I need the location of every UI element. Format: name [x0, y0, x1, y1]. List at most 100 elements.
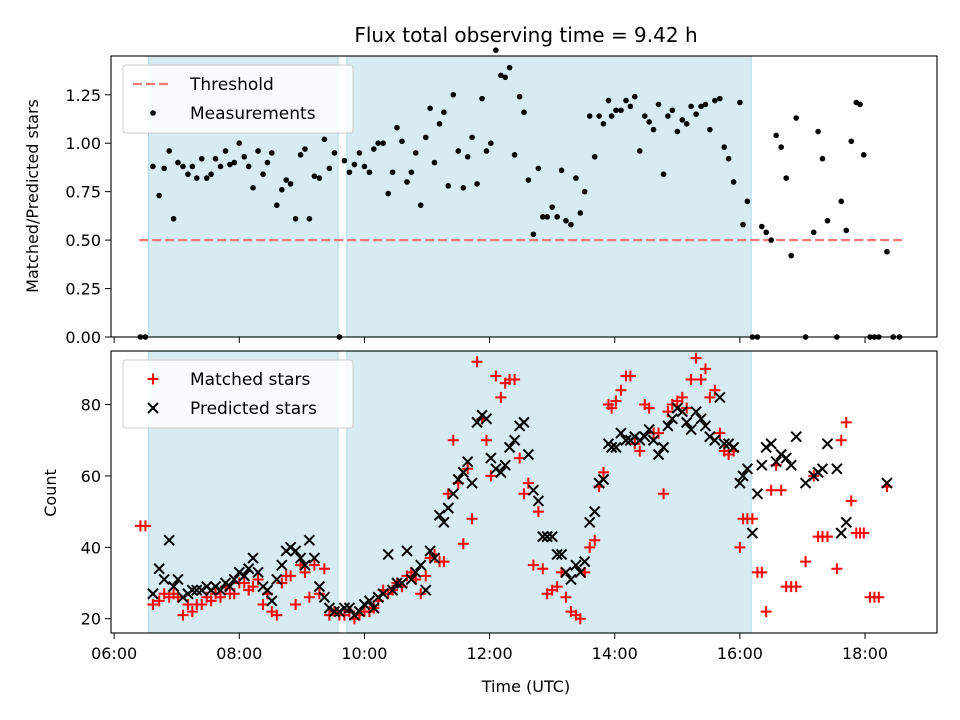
data-point-measurement: [255, 148, 261, 154]
data-point-predicted: [662, 420, 674, 432]
data-point-predicted: [690, 405, 702, 418]
data-point-measurement: [693, 111, 699, 117]
x-tick-label: 18:00: [842, 644, 888, 663]
data-point-predicted: [620, 434, 632, 446]
data-point-measurement: [763, 229, 769, 236]
data-point-predicted: [158, 573, 170, 586]
data-point-predicted: [247, 552, 259, 564]
data-point-matched: [318, 563, 330, 575]
data-point-measurement: [717, 95, 723, 102]
data-point-measurement: [464, 153, 471, 160]
legend-box: [122, 64, 354, 134]
data-point-predicted: [238, 570, 250, 582]
data-point-matched: [624, 370, 636, 382]
data-point-predicted: [368, 602, 380, 614]
data-point-matched: [308, 559, 320, 571]
data-point-predicted: [629, 430, 641, 443]
data-point-matched: [704, 391, 716, 403]
data-point-predicted: [485, 452, 497, 464]
data-point-matched: [775, 484, 787, 496]
data-point-predicted: [386, 584, 399, 596]
data-point-matched: [415, 588, 427, 600]
data-point-predicted: [639, 430, 651, 443]
x-tick-label: 14:00: [592, 644, 638, 663]
data-point-predicted: [271, 573, 283, 586]
data-point-matched: [606, 402, 618, 414]
data-point-predicted: [727, 441, 740, 454]
y-axis-label-ratio: Matched/Predicted stars: [23, 99, 42, 293]
data-point-predicted: [546, 530, 558, 543]
data-point-measurement: [698, 103, 704, 110]
x-tick-label: 16:00: [717, 644, 763, 663]
x-axis-label-time: Time (UTC): [481, 677, 570, 696]
data-point-matched: [695, 374, 707, 386]
y-tick-label: 40: [81, 538, 101, 557]
data-point-predicted: [643, 423, 655, 436]
data-point-predicted: [840, 516, 852, 529]
data-point-predicted: [541, 530, 553, 543]
data-point-predicted: [657, 441, 670, 454]
data-point-measurement: [483, 148, 490, 154]
data-point-predicted: [527, 484, 540, 496]
data-point-matched: [299, 566, 311, 578]
y-axis-label-count: Count: [41, 469, 60, 517]
y-tick-label: 0.00: [65, 328, 101, 347]
data-point-matched: [509, 374, 521, 386]
data-point-predicted: [574, 566, 587, 579]
data-point-predicted: [780, 452, 792, 464]
data-point-predicted: [228, 573, 240, 586]
data-point-measurement: [655, 101, 662, 108]
axes-frame: [110, 55, 938, 338]
data-point-matched: [821, 531, 833, 543]
data-point-predicted: [372, 591, 384, 604]
data-point-matched: [495, 391, 507, 403]
data-point-predicted: [570, 559, 582, 571]
data-point-measurement: [819, 155, 826, 162]
data-point-matched: [610, 395, 622, 407]
data-point-measurement: [702, 101, 709, 108]
data-point-predicted: [480, 413, 493, 425]
data-point-measurement: [469, 134, 475, 141]
data-point-matched: [303, 591, 315, 603]
data-point-measurement: [608, 113, 615, 119]
data-point-measurement: [269, 150, 275, 156]
data-point-measurement: [193, 175, 200, 181]
data-point-measurement: [768, 237, 774, 243]
data-point-matched: [285, 570, 297, 582]
data-point-predicted: [147, 588, 159, 600]
data-point-matched: [139, 520, 151, 532]
data-point-matched: [714, 427, 726, 439]
data-point-matched: [760, 606, 772, 618]
data-point-measurement: [712, 97, 718, 104]
data-point-predicted: [751, 488, 764, 500]
data-point-measurement: [591, 153, 598, 160]
bottom-chart: Count Time (UTC) 20 40 60 80 06:00 08:00 10:00…: [41, 350, 938, 696]
data-point-measurement: [236, 140, 243, 147]
data-point-predicted: [647, 434, 660, 446]
legend-label: Threshold: [189, 75, 274, 95]
data-point-measurement: [287, 181, 294, 187]
data-point-measurement: [156, 192, 162, 199]
data-point-predicted: [578, 555, 591, 568]
data-point-predicted: [466, 477, 478, 489]
data-point-measurement: [274, 202, 280, 209]
y-tick-label: 1.25: [65, 86, 101, 105]
data-point-measurement: [558, 167, 565, 174]
data-point-matched: [643, 402, 655, 414]
data-point-measurement: [554, 214, 560, 220]
data-point-matched: [831, 563, 843, 575]
data-point-matched: [532, 506, 544, 518]
data-point-matched: [756, 566, 768, 578]
data-point-measurement: [521, 109, 527, 115]
data-point-measurement: [793, 115, 800, 121]
data-point-predicted: [737, 470, 749, 482]
data-point-measurement: [502, 74, 509, 81]
data-point-predicted: [760, 441, 772, 454]
data-point-predicted: [457, 466, 470, 479]
data-point-predicted: [583, 516, 596, 529]
data-point-measurement: [627, 103, 634, 110]
data-point-measurement: [516, 93, 523, 100]
data-point-predicted: [605, 441, 618, 454]
data-point-predicted: [358, 598, 371, 611]
data-point-predicted: [652, 448, 665, 461]
